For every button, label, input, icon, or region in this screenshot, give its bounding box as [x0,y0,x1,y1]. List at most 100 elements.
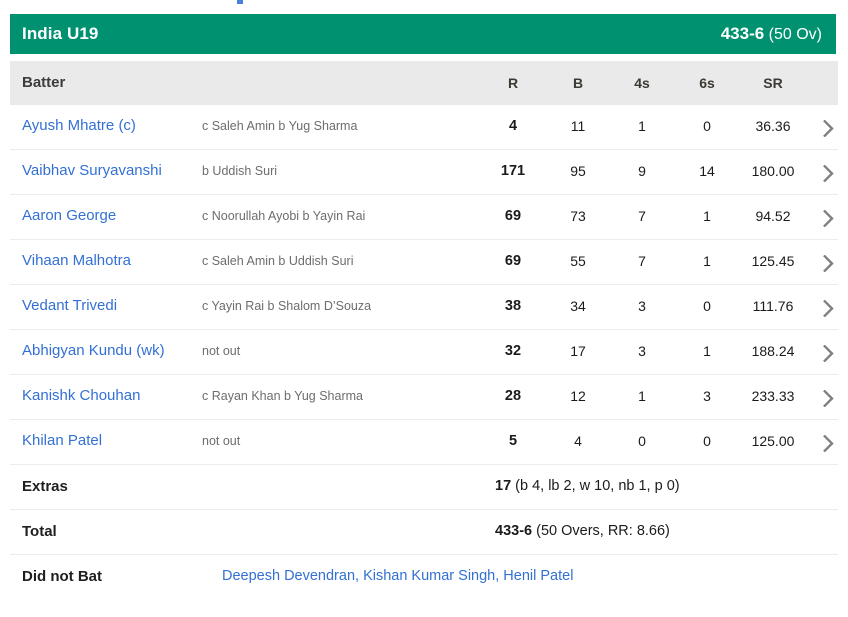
cell-strike-rate: 111.76 [752,298,794,314]
cell-runs: 4 [508,118,518,134]
cell-sixes: 1 [703,253,711,269]
innings-header: India U19 433-6 (50 Ov) [10,14,836,54]
extras-row: Extras 17 (b 4, lb 2, w 10, nb 1, p 0) [10,465,838,510]
extras-total: 17 [495,478,512,494]
cell-balls: 11 [570,118,586,134]
dismissal-text: c Noorullah Ayobi b Yayin Rai [202,209,366,223]
dismissal-text: not out [202,434,241,448]
table-row[interactable]: Kanishk Chouhan c Rayan Khan b Yug Sharm… [10,375,838,420]
cell-fours: 1 [638,118,646,134]
cell-fours: 7 [638,208,646,224]
batter-name-link[interactable]: Vihaan Malhotra [22,252,131,269]
table-row[interactable]: Vaibhav Suryavanshi b Uddish Suri 171 95… [10,150,838,195]
total-label: Total [22,523,57,540]
extras-breakdown: (b 4, lb 2, w 10, nb 1, p 0) [515,478,680,494]
column-header-fours: 4s [634,75,650,91]
cell-sixes: 0 [703,433,711,449]
chevron-right-icon[interactable] [816,341,840,365]
table-row[interactable]: Vedant Trivedi c Yayin Rai b Shalom D’So… [10,285,838,330]
did-not-bat-label: Did not Bat [22,568,102,585]
cell-strike-rate: 180.00 [751,163,795,179]
cell-balls: 12 [570,388,586,404]
cell-balls: 73 [570,208,586,224]
batter-name-link[interactable]: Vaibhav Suryavanshi [22,162,162,179]
cell-sixes: 14 [699,163,715,179]
table-column-header-row: Batter R B 4s 6s SR [10,61,838,105]
cut-off-text-sliver [237,0,243,4]
total-detail: (50 Overs, RR: 8.66) [536,523,670,539]
dismissal-text: c Saleh Amin b Uddish Suri [202,254,354,268]
chevron-right-icon[interactable] [816,116,840,140]
dismissal-text: b Uddish Suri [202,164,278,178]
extras-label: Extras [22,478,68,495]
total-value: 433-6 (50 Overs, RR: 8.66) [495,523,670,539]
did-not-bat-players[interactable]: Deepesh Devendran, Kishan Kumar Singh, H… [222,568,574,584]
cell-strike-rate: 125.45 [751,253,795,269]
batter-name-link[interactable]: Vedant Trivedi [22,297,118,314]
cell-runs: 5 [508,433,518,449]
cell-sixes: 0 [703,118,711,134]
cell-runs: 171 [500,163,526,179]
chevron-right-icon[interactable] [816,161,840,185]
batter-name-link[interactable]: Khilan Patel [22,432,103,449]
table-row[interactable]: Ayush Mhatre (c) c Saleh Amin b Yug Shar… [10,105,838,150]
cell-fours: 0 [638,433,646,449]
cell-fours: 1 [638,388,646,404]
cell-balls: 34 [570,298,586,314]
total-row: Total 433-6 (50 Overs, RR: 8.66) [10,510,838,555]
cell-strike-rate: 233.33 [751,388,795,404]
cell-fours: 9 [638,163,646,179]
table-row[interactable]: Vihaan Malhotra c Saleh Amin b Uddish Su… [10,240,838,285]
dismissal-text: c Yayin Rai b Shalom D’Souza [202,299,372,313]
cell-balls: 95 [570,163,586,179]
cell-balls: 55 [570,253,586,269]
cell-runs: 32 [504,343,522,359]
cell-runs: 38 [504,298,522,314]
cell-strike-rate: 36.36 [755,118,791,134]
cell-fours: 7 [638,253,646,269]
batter-name-link[interactable]: Ayush Mhatre (c) [22,117,136,134]
dismissal-text: c Saleh Amin b Yug Sharma [202,119,358,133]
column-header-sixes: 6s [699,75,715,91]
cell-balls: 17 [570,343,586,359]
innings-score-runs: 433-6 [720,24,765,43]
cell-runs: 28 [504,388,522,404]
chevron-right-icon[interactable] [816,251,840,275]
cell-sixes: 0 [703,298,711,314]
batter-name-link[interactable]: Kanishk Chouhan [22,387,141,404]
batting-rows: Ayush Mhatre (c) c Saleh Amin b Yug Shar… [10,105,838,600]
chevron-right-icon[interactable] [816,296,840,320]
dismissal-text: not out [202,344,241,358]
cell-fours: 3 [638,343,646,359]
cell-runs: 69 [504,253,522,269]
cell-sixes: 3 [703,388,711,404]
extras-value: 17 (b 4, lb 2, w 10, nb 1, p 0) [495,478,680,494]
cell-strike-rate: 188.24 [751,343,795,359]
cell-sixes: 1 [703,208,711,224]
column-header-balls: B [572,75,584,91]
did-not-bat-row: Did not Bat Deepesh Devendran, Kishan Ku… [10,555,838,600]
cell-balls: 4 [574,433,582,449]
total-score: 433-6 [495,523,533,539]
cell-sixes: 1 [703,343,711,359]
innings-score: 433-6 (50 Ov) [721,24,822,44]
batter-name-link[interactable]: Aaron George [22,207,117,224]
column-header-strike-rate: SR [763,75,783,91]
column-header-runs: R [507,75,519,91]
column-header-batter: Batter [22,74,66,91]
table-row[interactable]: Abhigyan Kundu (wk) not out 32 17 3 1 18… [10,330,838,375]
chevron-right-icon[interactable] [816,431,840,455]
innings-team-name: India U19 [22,24,99,43]
dismissal-text: c Rayan Khan b Yug Sharma [202,389,363,403]
innings-score-overs: (50 Ov) [768,26,822,43]
chevron-right-icon[interactable] [816,206,840,230]
cell-fours: 3 [638,298,646,314]
cell-runs: 69 [504,208,522,224]
batter-name-link[interactable]: Abhigyan Kundu (wk) [22,342,165,359]
chevron-right-icon[interactable] [816,386,840,410]
cell-strike-rate: 125.00 [751,433,795,449]
cell-strike-rate: 94.52 [755,208,791,224]
table-row[interactable]: Khilan Patel not out 5 4 0 0 125.00 [10,420,838,465]
table-row[interactable]: Aaron George c Noorullah Ayobi b Yayin R… [10,195,838,240]
